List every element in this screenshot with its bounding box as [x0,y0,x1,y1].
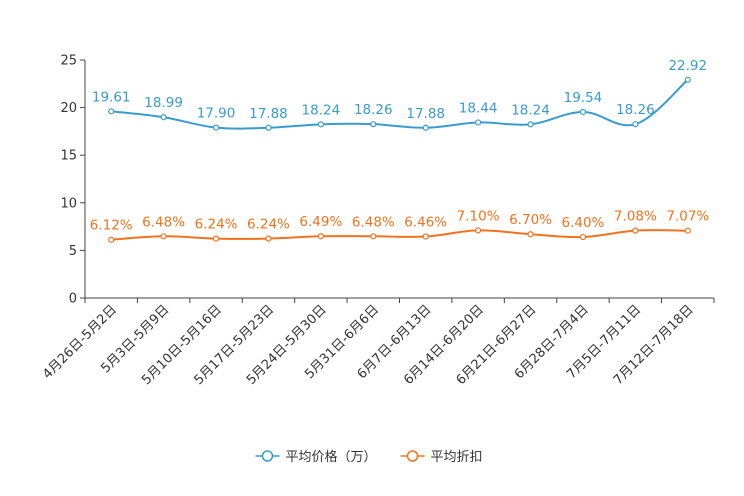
y-tick-label: 5 [69,244,77,259]
y-tick-label: 10 [60,196,77,211]
data-label: 18.24 [302,102,341,118]
y-tick-label: 15 [60,149,77,164]
data-label: 6.24% [195,217,238,233]
y-tick-label: 25 [60,54,77,69]
data-point[interactable] [422,233,429,240]
legend-marker-icon [406,450,419,462]
data-point[interactable] [475,227,482,234]
data-point[interactable] [160,233,167,240]
data-label: 22.92 [668,58,707,74]
data-point[interactable] [579,233,587,241]
series-line [111,229,688,241]
legend-marker-icon [261,450,274,462]
data-label: 6.48% [142,214,185,230]
data-label: 7.10% [457,208,500,224]
data-label: 6.40% [562,215,605,231]
legend-item-2[interactable]: 平均折扣 [400,450,483,465]
data-label: 6.70% [509,212,552,228]
data-point[interactable] [527,121,534,128]
series-2: 6.12% 6.48% 6.24% 6.24% 6.49% 6.48% 6.46% 7.10%… [90,208,709,243]
data-point[interactable] [370,121,377,128]
data-label: 18.26 [354,102,393,118]
data-label: 6.46% [404,215,447,231]
data-point[interactable] [212,235,220,242]
data-point[interactable] [265,235,272,242]
chart-series: 19.61 18.99 17.90 17.88 18.24 18.26 17.88 18.44… [90,58,709,243]
data-point[interactable] [632,121,639,128]
data-point[interactable] [527,231,534,238]
data-point[interactable] [317,233,324,240]
data-point[interactable] [317,121,324,128]
data-label: 19.61 [92,89,131,105]
data-point[interactable] [422,124,429,131]
data-point[interactable] [684,227,691,234]
y-tick-label: 0 [69,292,77,307]
chart-legend[interactable]: 平均价格（万） 平均折扣 [255,449,483,465]
data-label: 17.90 [197,106,236,122]
data-label: 18.24 [511,102,550,118]
data-label: 17.88 [406,106,445,122]
series-line [111,79,689,130]
data-point[interactable] [108,108,115,115]
data-point[interactable] [108,236,115,243]
data-label: 18.99 [144,95,183,111]
data-label: 6.24% [247,217,290,233]
data-point[interactable] [212,124,220,131]
data-point[interactable] [265,124,272,131]
series-1: 19.61 18.99 17.90 17.88 18.24 18.26 17.88 18.44… [92,58,707,131]
y-tick-label: 20 [60,101,77,116]
data-label: 17.88 [249,106,288,122]
data-label: 18.44 [459,100,498,116]
data-point[interactable] [579,108,587,116]
data-label: 7.08% [614,209,657,225]
legend-label: 平均价格（万） [286,449,377,465]
data-point[interactable] [160,114,167,121]
data-label: 18.26 [616,102,655,118]
data-label: 6.12% [90,218,133,234]
data-point[interactable] [684,76,691,83]
data-point[interactable] [370,233,377,240]
legend-label: 平均折扣 [431,450,483,465]
data-label: 6.48% [352,214,395,230]
data-point[interactable] [632,227,639,234]
data-point[interactable] [475,119,482,126]
data-label: 19.54 [564,90,603,106]
data-label: 7.07% [666,209,709,225]
legend-item-1[interactable]: 平均价格（万） [255,449,377,465]
data-label: 6.49% [299,214,342,230]
